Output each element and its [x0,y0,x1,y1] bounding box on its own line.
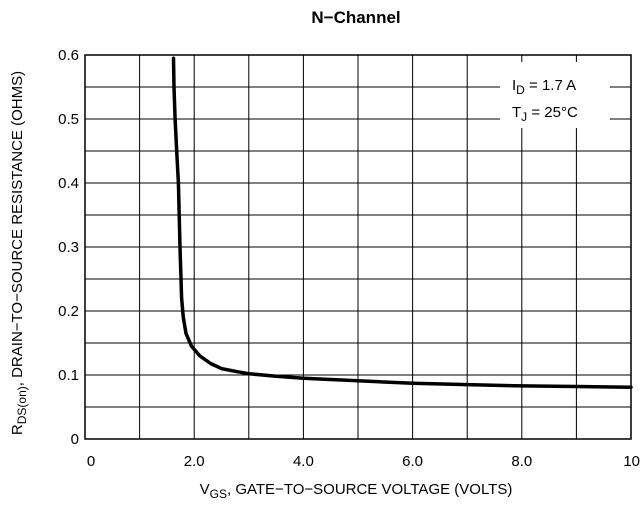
x-tick-label: 4.0 [293,453,314,470]
y-tick-label: 0 [71,431,79,448]
series-line-0 [171,56,633,389]
grid [85,55,631,439]
y-tick-labels: 0 0.1 0.2 0.3 0.4 0.5 0.6 [58,47,79,448]
plot-frame [84,54,632,440]
x-axis-label: VGS, GATE−TO−SOURCE VOLTAGE (VOLTS) [200,481,513,501]
annotation-id: ID = 1.7 A [512,77,576,97]
x-tick-label: 2.0 [184,453,205,470]
y-tick-label: 0.6 [58,47,79,64]
x-tick-label: 8.0 [511,453,532,470]
annotation-box [500,62,610,128]
x-tick-label: 0 [87,453,95,470]
y-tick-label: 0.5 [58,111,79,128]
y-tick-label: 0.2 [58,303,79,320]
annotation-tj: TJ = 25°C [512,104,578,124]
series-layer [171,56,633,389]
chart-title: N−Channel [311,8,400,27]
y-tick-label: 0.4 [58,175,79,192]
x-tick-labels: 0 2.0 4.0 6.0 8.0 10 [87,453,640,470]
y-axis-label: RDS(on), DRAIN−TO−SOURCE RESISTANCE (OHM… [9,71,29,435]
x-tick-label: 6.0 [402,453,423,470]
y-tick-label: 0.3 [58,239,79,256]
y-tick-label: 0.1 [58,367,79,384]
x-tick-label: 10 [623,453,640,470]
